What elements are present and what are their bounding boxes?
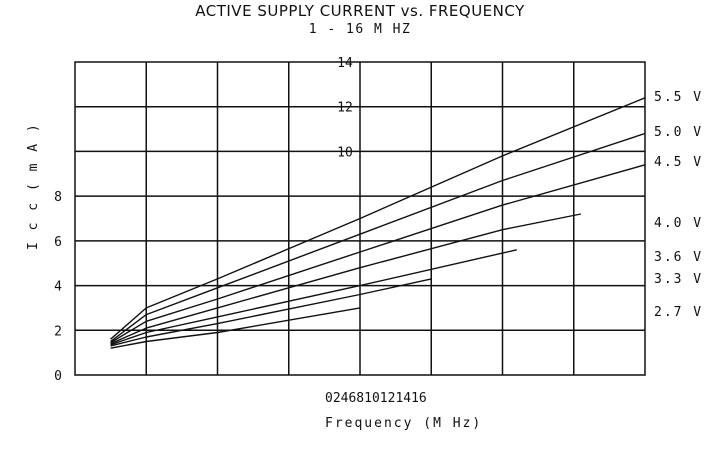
- y-tick-label: 6: [54, 235, 62, 250]
- y-tick-label: 8: [54, 190, 62, 205]
- series-label: 3.6 V: [654, 250, 703, 265]
- series-label: 4.5 V: [654, 155, 703, 170]
- y-tick-label: 14: [337, 56, 353, 71]
- y-tick-label: 2: [54, 324, 62, 339]
- series-line: [110, 278, 432, 347]
- series-label: 3.3 V: [654, 272, 703, 287]
- x-axis-label: Frequency (M Hz): [325, 416, 482, 431]
- y-tick-label: 4: [54, 280, 62, 295]
- grid: [75, 62, 645, 375]
- series-line: [110, 249, 517, 346]
- series-lines: [110, 97, 646, 349]
- series-line: [110, 97, 646, 340]
- y-tick-label: 0: [54, 369, 62, 384]
- chart-title: ACTIVE SUPPLY CURRENT vs. FREQUENCY: [195, 2, 525, 20]
- y-axis-label: I c c ( m A ): [26, 122, 41, 250]
- y-tick-label: 12: [337, 101, 353, 116]
- y-tick-label: 10: [337, 145, 353, 160]
- series-label: 4.0 V: [654, 216, 703, 231]
- series-label: 2.7 V: [654, 305, 703, 320]
- chart-subtitle: 1 - 16 M HZ: [308, 22, 412, 37]
- y-tick-labels: 0 2 4 6 8 10 12 14: [54, 56, 353, 384]
- series-label: 5.5 V: [654, 90, 703, 105]
- series-label: 5.0 V: [654, 125, 703, 140]
- x-tick-labels: 0246810121416: [325, 391, 427, 406]
- series-line: [110, 307, 361, 349]
- series-labels: 5.5 V 5.0 V 4.5 V 4.0 V 3.6 V 3.3 V 2.7 V: [654, 90, 703, 320]
- series-line: [110, 164, 646, 344]
- series-line: [110, 213, 582, 345]
- series-line: [110, 132, 646, 343]
